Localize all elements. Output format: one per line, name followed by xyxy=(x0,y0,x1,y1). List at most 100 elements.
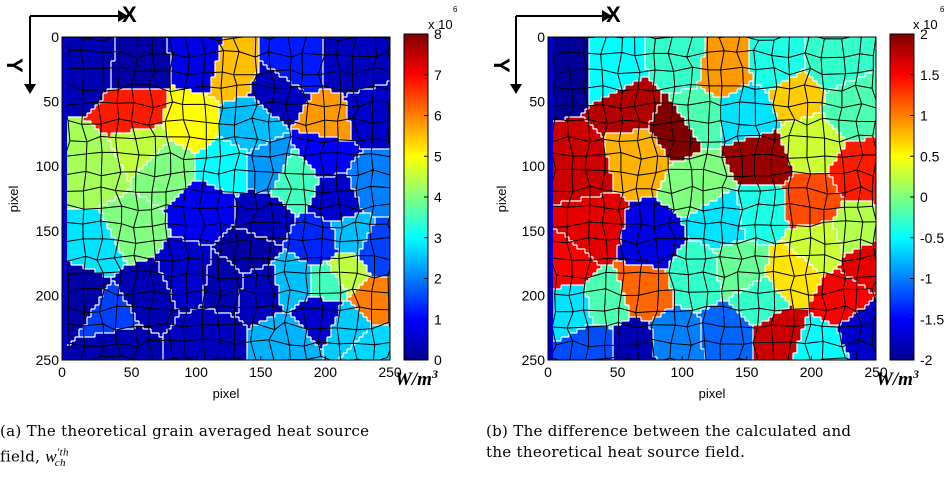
grain-cell xyxy=(371,321,390,326)
grain-cell xyxy=(111,141,168,146)
grain-cell xyxy=(617,245,682,250)
grain-cell xyxy=(323,65,390,70)
grain-cell xyxy=(351,129,390,134)
grain-cell xyxy=(833,225,876,230)
grain-cell xyxy=(247,357,324,360)
grain-cell xyxy=(279,173,316,178)
grain-cell xyxy=(291,309,340,314)
grain-cell xyxy=(721,137,746,142)
grain-cell xyxy=(211,245,284,250)
grain-cell xyxy=(123,169,140,174)
grain-cell xyxy=(769,97,826,102)
grain-cell xyxy=(371,273,390,278)
grain-cell xyxy=(247,337,312,342)
grain-cell xyxy=(259,61,264,66)
grain-cell xyxy=(553,93,590,98)
grain-cell xyxy=(327,261,364,266)
grain-cell xyxy=(553,185,614,190)
grain-cell xyxy=(339,249,360,254)
grain-cell xyxy=(87,113,164,118)
grain-cell xyxy=(215,97,236,102)
grain-cell xyxy=(589,313,630,318)
grain-cell xyxy=(235,97,256,102)
colorbar-exponent-b: x 10 xyxy=(913,17,938,32)
grain-cell xyxy=(279,197,312,202)
grain-cell xyxy=(159,261,212,266)
y-arrow-head-icon xyxy=(24,84,36,94)
grain-cell xyxy=(67,181,132,186)
grain-cell xyxy=(187,185,216,190)
grain-cell xyxy=(223,37,260,42)
grain-cell xyxy=(139,193,180,198)
grain-cell xyxy=(629,205,670,210)
grain-cell xyxy=(67,265,84,270)
plot-frame-b xyxy=(547,36,877,361)
grain-cell xyxy=(701,329,754,334)
grain-cell xyxy=(589,305,630,310)
grain-cell xyxy=(175,321,244,326)
x-tick-label: 50 xyxy=(610,364,626,380)
grain-cell xyxy=(235,197,280,202)
grain-cell xyxy=(191,181,208,186)
grain-cell xyxy=(845,137,866,142)
grain-cell xyxy=(661,313,698,318)
grain-cell xyxy=(721,285,750,290)
grain-cell xyxy=(375,85,390,90)
grain-cell xyxy=(275,137,292,142)
grain-cell xyxy=(175,141,212,146)
grain-cell xyxy=(749,41,806,46)
grain-cell xyxy=(335,273,372,278)
grain-cell xyxy=(371,225,390,230)
grain-cell xyxy=(701,345,754,350)
grain-cell xyxy=(617,269,666,274)
grain-cell xyxy=(665,149,702,154)
grain-cell xyxy=(235,217,296,222)
grain-cell xyxy=(259,45,324,50)
grain-cell xyxy=(589,101,594,106)
grain-cell xyxy=(247,165,284,170)
grain-cell xyxy=(215,249,284,254)
grain-cell xyxy=(761,321,806,326)
grain-cell xyxy=(801,69,806,74)
grain-cell xyxy=(247,157,288,162)
grain-cell xyxy=(311,269,332,274)
x-tick-label: 200 xyxy=(800,364,824,380)
grain-cell xyxy=(355,157,390,162)
grain-cell xyxy=(553,169,610,174)
grain-cell xyxy=(235,265,264,270)
grain-cell xyxy=(809,305,866,310)
grain-cell xyxy=(235,221,296,226)
grain-cell xyxy=(363,149,390,154)
grain-cell xyxy=(717,277,762,282)
grain-cell xyxy=(255,77,288,82)
grain-cell xyxy=(231,261,272,266)
grain-cell xyxy=(239,269,252,274)
grain-cell xyxy=(785,229,838,234)
grain-cell xyxy=(287,161,308,166)
grain-cell xyxy=(191,309,216,314)
grain-cell xyxy=(657,357,706,360)
grain-cell xyxy=(821,221,834,226)
grain-cell xyxy=(749,321,762,326)
grain-cell xyxy=(127,261,136,266)
grain-cell xyxy=(613,265,654,270)
grain-cell xyxy=(195,173,248,178)
grain-cell xyxy=(215,185,248,190)
grain-cell xyxy=(553,345,614,350)
grain-cell xyxy=(195,157,248,162)
grain-cell xyxy=(645,65,702,70)
grain-cell xyxy=(809,261,842,266)
grain-cell xyxy=(295,317,336,322)
grain-cell xyxy=(853,249,876,254)
grain-cell xyxy=(797,225,834,230)
grain-cell xyxy=(159,333,164,338)
grain-cell xyxy=(733,293,782,298)
grain-cell xyxy=(689,125,722,130)
grain-cell xyxy=(171,325,248,330)
grain-cell xyxy=(693,153,722,158)
grain-cell xyxy=(215,309,240,314)
grain-cell xyxy=(359,89,390,94)
grain-cell xyxy=(219,45,260,50)
grain-cell xyxy=(67,205,100,210)
grain-cell xyxy=(797,341,842,346)
